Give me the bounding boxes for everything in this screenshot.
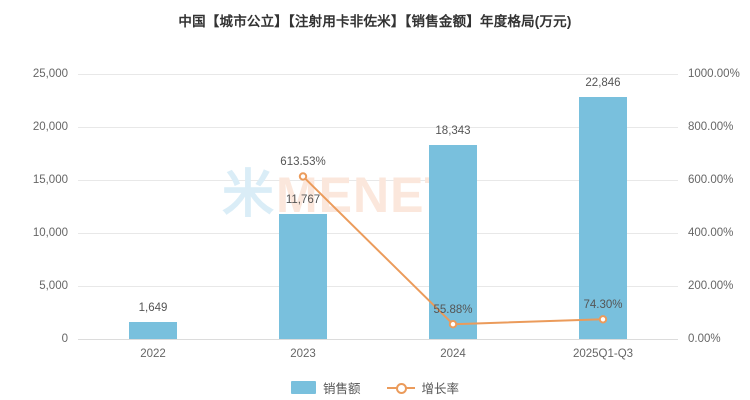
y-axis-left-tick: 15,000 [32,174,68,186]
y-axis-right-tick: 1000.00% [688,68,740,80]
legend-item-sales[interactable]: 销售额 [290,378,361,397]
bar[interactable] [279,214,327,339]
legend-label-sales: 销售额 [322,382,361,396]
x-axis-tick: 2023 [290,348,316,360]
chart-title: 中国【城市公立】【注射用卡非佐米】【销售金额】年度格局(万元) [178,14,572,29]
line-value-label: 74.30% [583,299,623,312]
y-axis-right-tick: 600.00% [688,174,734,186]
legend-item-growth[interactable]: 增长率 [386,378,460,397]
gridline [78,127,678,128]
y-axis-left-tick: 0 [61,333,68,345]
chart-legend: 销售额 增长率 [0,378,750,397]
y-axis-right-tick: 0.00% [688,333,721,345]
bar[interactable] [129,321,177,339]
line-value-label: 55.88% [433,304,473,317]
bar-value-label: 22,846 [585,76,621,89]
y-axis-left-tick: 25,000 [32,68,68,80]
y-axis-right-tick: 200.00% [688,280,734,292]
y-axis-right-tick: 400.00% [688,227,734,239]
legend-label-growth: 增长率 [421,382,460,396]
x-axis-tick: 2024 [440,348,466,360]
bar-swatch-icon [290,381,316,394]
bar-value-label: 1,649 [138,301,168,314]
line-value-label: 613.53% [280,156,326,169]
y-axis-left-tick: 10,000 [32,227,68,239]
x-axis-tick: 2025Q1-Q3 [572,348,634,360]
gridline [78,74,678,75]
x-axis-tick: 2022 [140,348,166,360]
bar-value-label: 18,343 [435,124,471,137]
y-axis-left-tick: 20,000 [32,121,68,133]
line-marker-icon [386,381,415,394]
y-axis-right-tick: 800.00% [688,121,734,133]
gridline [78,339,678,340]
y-axis-left-tick: 5,000 [39,280,68,292]
bar-value-label: 11,767 [285,194,321,207]
